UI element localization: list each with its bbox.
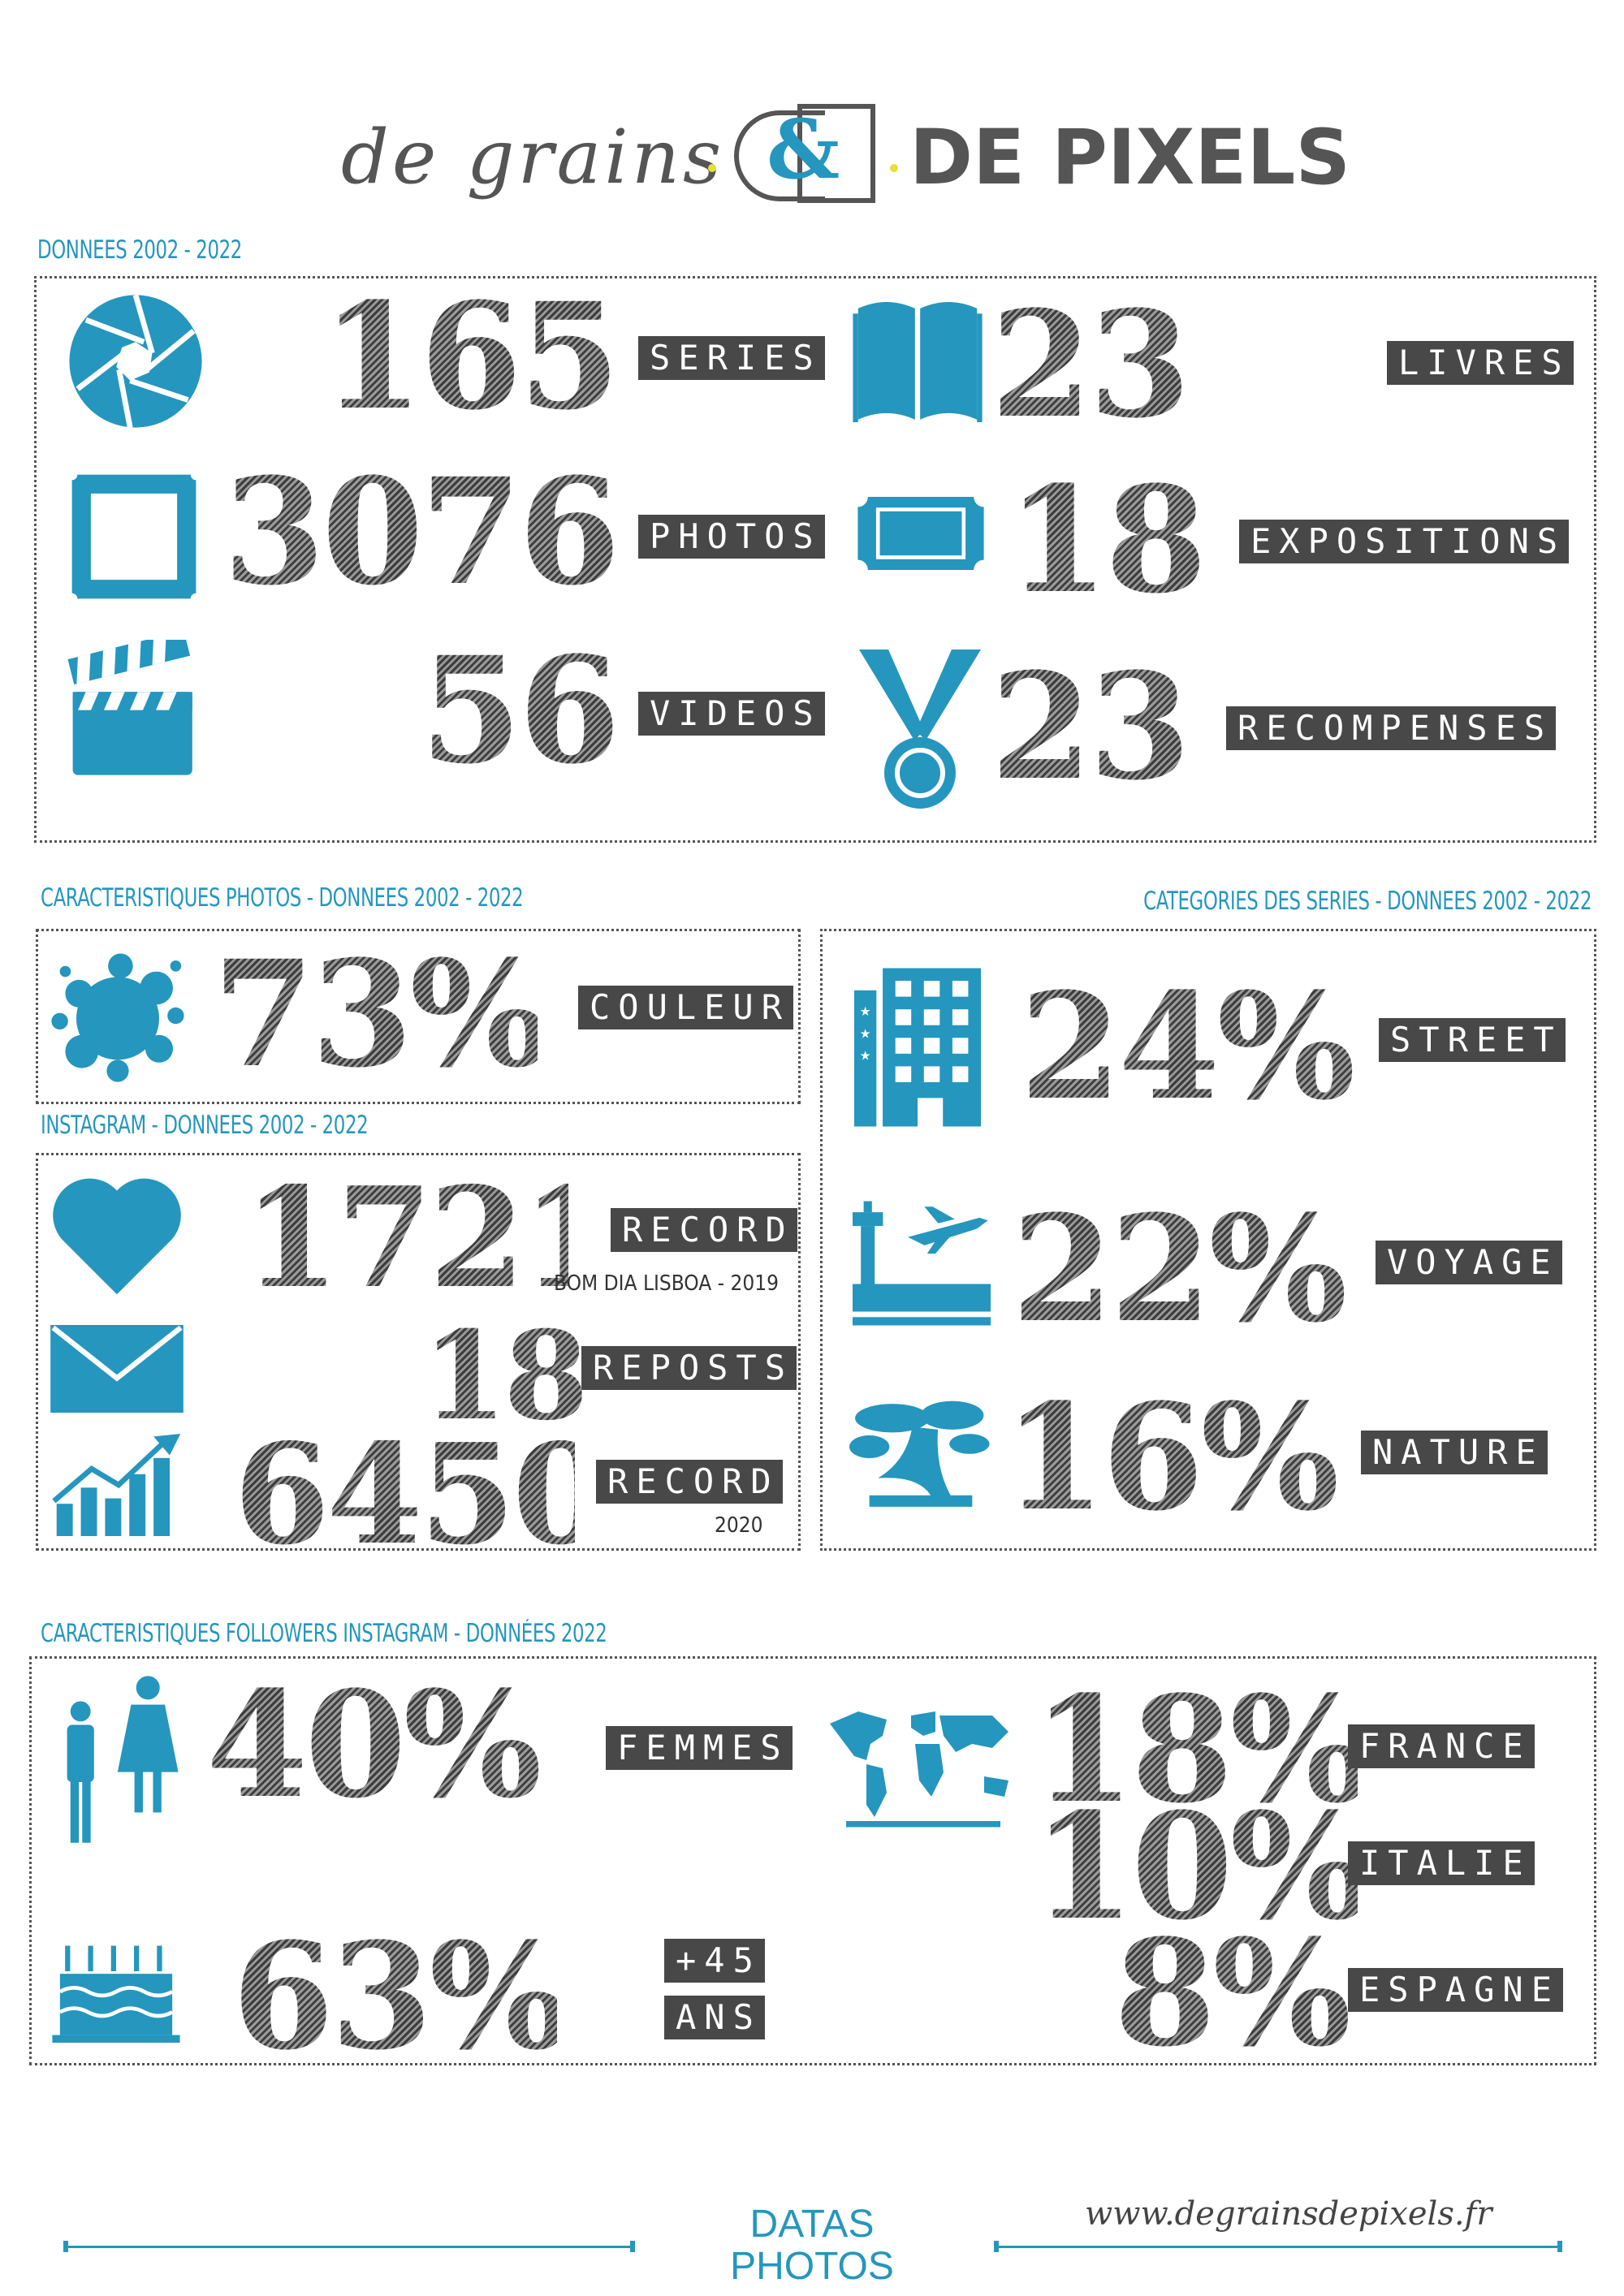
logo-dot-right — [890, 164, 898, 172]
country-value-italie: 10% — [1033, 1781, 1369, 1953]
stat-value-series: 165 — [292, 284, 620, 430]
followers-label-femmes: FEMMES — [606, 1726, 793, 1770]
logo-mark: & — [734, 104, 877, 208]
stat-value-expositions: 18 — [1007, 455, 1207, 626]
stat-label-photos: PHOTOS — [638, 515, 825, 559]
airport-icon — [853, 1198, 991, 1328]
footer: DATAS PHOTOS www.degrainsdepixels.fr — [0, 2192, 1624, 2296]
instagram-label-record-2020: RECORD — [596, 1460, 783, 1504]
followers-label-age-line2: ANS — [664, 1996, 765, 2039]
ampersand-icon: & — [767, 101, 840, 197]
photo-traits-frame — [36, 929, 801, 1104]
stat-value-videos: 56 — [374, 638, 621, 784]
instagram-value-record-2020: 6450 — [234, 1413, 608, 1576]
ticket-icon — [857, 497, 984, 570]
footer-rule-left-cap-b — [630, 2241, 635, 2252]
country-value-espagne: 8% — [1114, 1921, 1358, 2067]
stat-label-livres: LIVRES — [1387, 341, 1574, 385]
svg-text:★: ★ — [860, 1026, 871, 1041]
followers-frame — [29, 1656, 1596, 2065]
envelope-icon — [50, 1325, 184, 1413]
building-icon: ★ ★ ★ — [854, 968, 981, 1127]
medal-icon — [859, 650, 981, 812]
open-book-icon — [853, 296, 983, 422]
categories-frame — [820, 929, 1596, 1551]
birthday-cake-icon — [52, 1936, 180, 2043]
category-label-street: STREET — [1379, 1018, 1566, 1062]
country-label-italie: ITALIE — [1348, 1841, 1535, 1885]
paint-splash-icon — [49, 947, 187, 1085]
followers-label-age-line1: +45 — [664, 1939, 765, 1983]
footer-rule-left-cap-a — [63, 2241, 68, 2252]
world-map-icon — [822, 1703, 1025, 1833]
footer-rule-right-cap-a — [994, 2241, 999, 2252]
section-title-instagram: INSTAGRAM - DONNEES 2002 - 2022 — [41, 1111, 369, 1140]
header: de grains & DE PIXELS — [0, 89, 1624, 219]
instagram-note-likes: BOM DIA LISBOA - 2019 — [554, 1271, 780, 1296]
category-value-street: 24% — [1020, 974, 1361, 1120]
stat-label-videos: VIDEOS — [638, 692, 825, 736]
svg-text:★: ★ — [860, 1049, 871, 1064]
stats-frame — [34, 276, 1596, 843]
category-label-voyage: VOYAGE — [1376, 1241, 1562, 1284]
instagram-frame — [36, 1153, 801, 1551]
picture-frame-icon — [67, 469, 201, 604]
section-title-categories: CATEGORIES DES SERIES - DONNEES 2002 - 2… — [1143, 887, 1592, 916]
section-title-stats: DONNEES 2002 - 2022 — [37, 235, 242, 265]
category-value-voyage: 22% — [1012, 1197, 1353, 1343]
logo-left-text: de grains — [341, 114, 725, 201]
svg-text:★: ★ — [860, 1004, 871, 1019]
stat-value-livres: 23 — [991, 292, 1218, 438]
instagram-value-reposts: 18 — [422, 1305, 589, 1448]
stat-value-recompenses: 23 — [991, 654, 1218, 801]
country-label-france: FRANCE — [1348, 1724, 1535, 1768]
stat-label-series: SERIES — [638, 336, 825, 380]
heart-icon — [49, 1174, 185, 1297]
section-title-photo-traits: CARACTERISTIQUES PHOTOS - DONNEES 2002 -… — [41, 883, 524, 913]
country-label-espagne: ESPAGNE — [1348, 1968, 1564, 2012]
logo-dot-left — [708, 164, 716, 172]
footer-rule-left — [65, 2246, 633, 2248]
stat-value-photos: 3076 — [195, 460, 620, 606]
instagram-label-likes: RECORD — [611, 1208, 797, 1252]
instagram-value-likes: 1721 — [244, 1157, 618, 1319]
growth-chart-icon — [50, 1434, 187, 1536]
category-value-nature: 16% — [1004, 1385, 1345, 1531]
logo-right-text: DE PIXELS — [909, 114, 1351, 202]
followers-value-femmes: 40% — [206, 1672, 547, 1819]
trait-label-couleur: COULEUR — [578, 986, 794, 1029]
country-value-france: 18% — [1033, 1664, 1369, 1836]
footer-title-line2: PHOTOS — [730, 2245, 894, 2288]
category-label-nature: NATURE — [1361, 1431, 1548, 1474]
stat-label-recompenses: RECOMPENSES — [1226, 706, 1557, 750]
footer-rule-right-cap-b — [1557, 2241, 1562, 2252]
footer-rule-right — [996, 2246, 1561, 2248]
instagram-label-reposts: REPOSTS — [581, 1346, 797, 1390]
trait-value-couleur: 73% — [213, 929, 549, 1100]
instagram-note-record-2020: 2020 — [715, 1513, 763, 1538]
followers-value-age: 63% — [232, 1911, 568, 2082]
clapperboard-icon — [65, 640, 195, 778]
aperture-icon — [67, 292, 205, 430]
footer-website-link[interactable]: www.degrainsdepixels.fr — [1085, 2195, 1492, 2233]
stat-label-expositions: EXPOSITIONS — [1239, 520, 1570, 563]
man-woman-icon — [54, 1674, 188, 1843]
footer-title-line1: DATAS — [749, 2203, 875, 2246]
bonsai-tree-icon — [849, 1398, 992, 1507]
section-title-followers: CARACTERISTIQUES FOLLOWERS INSTAGRAM - D… — [41, 1619, 607, 1648]
